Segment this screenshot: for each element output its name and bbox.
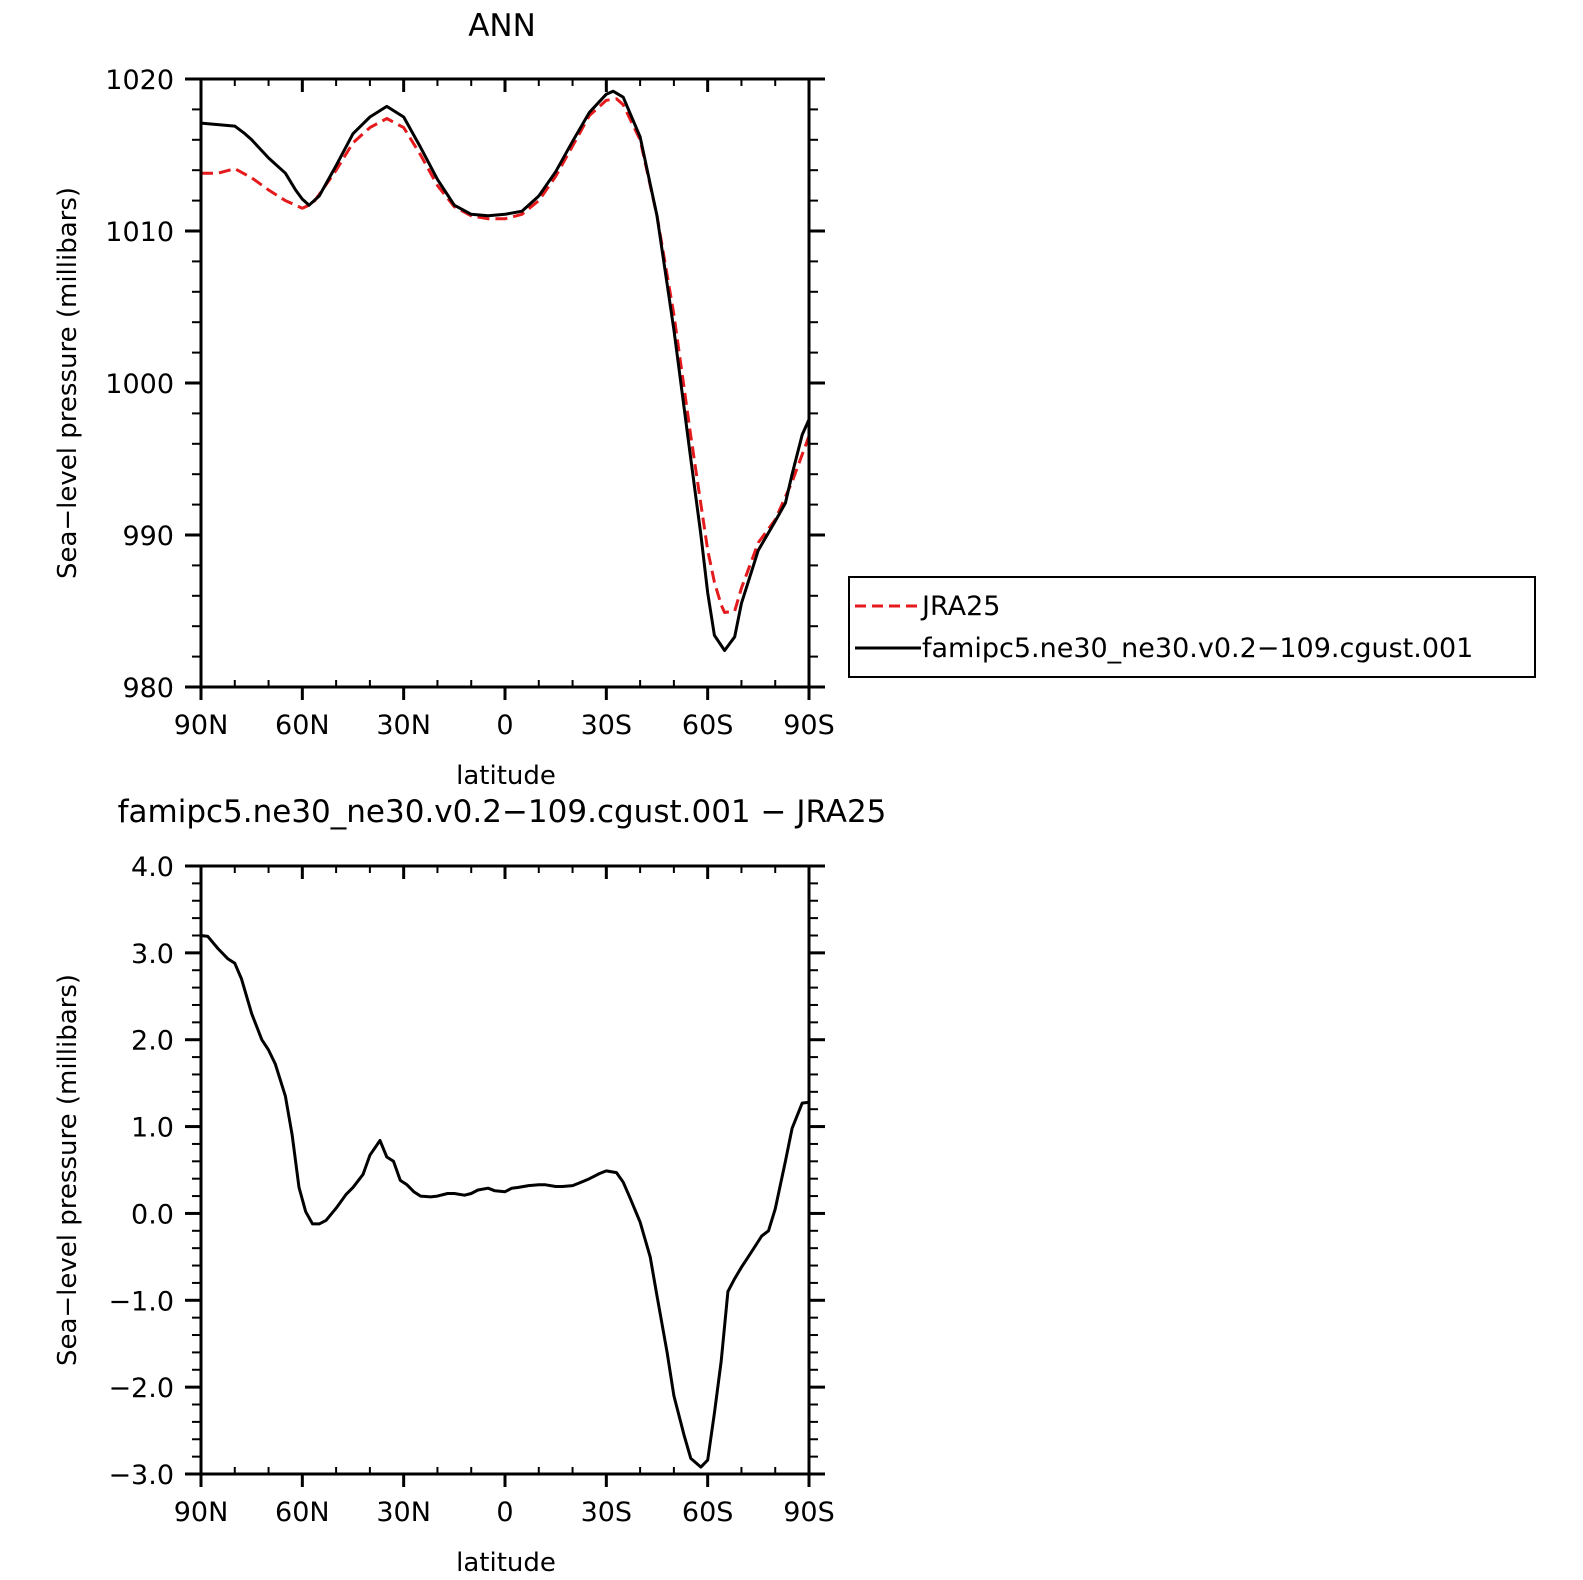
- x-tick-label: 90S: [783, 710, 835, 741]
- y-tick-label: −2.0: [108, 1373, 174, 1404]
- x-tick-label: 90N: [174, 1497, 229, 1528]
- x-axis-label: latitude: [456, 1548, 556, 1578]
- y-tick-label: 1020: [105, 65, 174, 96]
- plot-area: [200, 934, 810, 1469]
- x-tick-label: 30N: [376, 1497, 431, 1528]
- axis-ticks: [185, 77, 825, 700]
- y-tick-label: 2.0: [131, 1026, 174, 1057]
- chart-panel-difference: famipc5.ne30_ne30.v0.2−109.cgust.001 − J…: [53, 794, 886, 1578]
- series-line-0-1: [200, 89, 811, 652]
- y-tick-label: 3.0: [131, 939, 174, 970]
- x-tick-label: 90S: [783, 1497, 835, 1528]
- x-axis-label: latitude: [456, 761, 556, 791]
- y-tick-label: −3.0: [108, 1460, 174, 1491]
- y-tick-label: 0.0: [131, 1199, 174, 1230]
- x-tick-label: 60N: [275, 710, 330, 741]
- chart-panel-ann: ANN 90N 60N 30N 0 30S 60S 90S 980 990 1000 1010 102…: [53, 8, 1536, 791]
- y-axis-label: Sea−level pressure (millibars): [53, 974, 83, 1366]
- y-tick-label: 1.0: [131, 1113, 174, 1144]
- x-tick-label: 30N: [376, 710, 431, 741]
- x-tick-label: 30S: [581, 1497, 633, 1528]
- series-line-0-0: [201, 97, 811, 614]
- y-axis-label: Sea−level pressure (millibars): [53, 187, 83, 579]
- tick-labels: 90N 60N 30N 0 30S 60S 90S −3.0 −2.0 −1.0 0.0 1.0 2.0…: [108, 852, 834, 1528]
- legend-label-model: famipc5.ne30_ne30.v0.2−109.cgust.001: [922, 633, 1473, 664]
- axis-ticks: [185, 864, 825, 1487]
- legend-label-jra25: JRA25: [920, 591, 1000, 622]
- y-tick-label: 4.0: [131, 852, 174, 883]
- chart-title: famipc5.ne30_ne30.v0.2−109.cgust.001 − J…: [118, 794, 887, 830]
- series-line-1-0: [200, 934, 810, 1469]
- y-tick-label: −1.0: [108, 1286, 174, 1317]
- x-tick-label: 30S: [581, 710, 633, 741]
- y-tick-label: 1010: [105, 217, 174, 248]
- x-tick-label: 60S: [682, 710, 734, 741]
- legend-box: [848, 576, 1536, 678]
- x-tick-label: 60S: [682, 1497, 734, 1528]
- y-tick-label: 990: [122, 521, 174, 552]
- legend: JRA25 famipc5.ne30_ne30.v0.2−109.cgust.0…: [848, 576, 1536, 678]
- x-tick-label: 90N: [174, 710, 229, 741]
- x-tick-label: 60N: [275, 1497, 330, 1528]
- x-tick-label: 0: [496, 710, 513, 741]
- y-tick-label: 980: [122, 673, 174, 704]
- y-tick-label: 1000: [105, 369, 174, 400]
- tick-labels: 90N 60N 30N 0 30S 60S 90S 980 990 1000 1010 1020: [105, 65, 834, 741]
- x-tick-label: 0: [496, 1497, 513, 1528]
- plot-area: [200, 89, 811, 652]
- chart-title: ANN: [468, 8, 536, 44]
